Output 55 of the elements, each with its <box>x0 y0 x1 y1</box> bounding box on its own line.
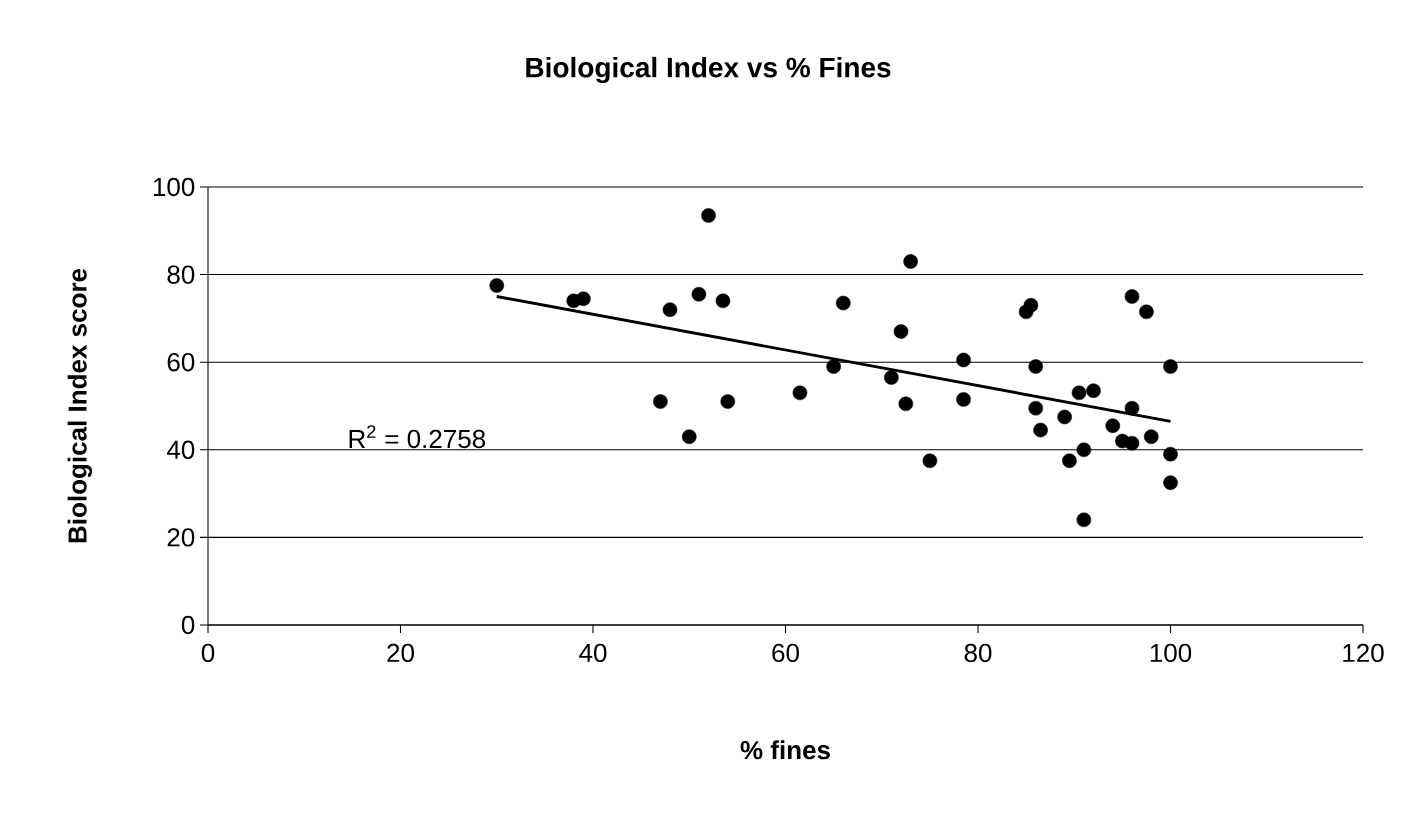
point <box>1062 453 1077 468</box>
point <box>1163 475 1178 490</box>
point <box>1143 429 1159 444</box>
point <box>792 385 808 401</box>
y-tick-label: 40 <box>166 440 195 459</box>
y-tick-label: 80 <box>167 265 195 284</box>
y-axis-title: Biological Index score <box>67 268 92 543</box>
x-tick-label: 60 <box>772 643 799 663</box>
point <box>715 293 731 309</box>
point <box>720 394 736 409</box>
y-tick-label: 20 <box>167 528 195 547</box>
point <box>1124 289 1140 304</box>
point <box>1028 359 1044 374</box>
y-tick-label: 100 <box>153 177 195 197</box>
point <box>489 278 505 293</box>
point <box>903 254 918 269</box>
x-tick-label: 0 <box>201 643 215 663</box>
point <box>662 302 678 317</box>
x-tick-label: 40 <box>579 643 607 663</box>
point <box>1071 385 1087 401</box>
point <box>1033 422 1048 438</box>
point <box>1163 359 1178 374</box>
point <box>653 394 668 409</box>
point <box>576 291 591 306</box>
point <box>1105 418 1121 433</box>
point <box>956 352 971 368</box>
point <box>1028 400 1044 416</box>
x-tick-label: 80 <box>964 643 992 663</box>
point <box>1124 435 1140 451</box>
x-tick-label: 120 <box>1343 643 1384 663</box>
y-tick-label: 60 <box>167 352 195 372</box>
x-axis-title: % fines <box>740 740 830 760</box>
point <box>826 359 841 374</box>
point <box>1057 409 1072 425</box>
annotation: R$^{2}$ = 0.2758 <box>349 425 486 449</box>
point <box>922 453 938 468</box>
point <box>884 370 899 385</box>
point <box>1124 400 1140 416</box>
point <box>1076 442 1092 458</box>
point <box>893 324 909 339</box>
point <box>691 287 707 302</box>
point <box>701 208 716 223</box>
point <box>898 396 914 412</box>
point <box>835 295 851 311</box>
x-tick-label: 100 <box>1150 643 1192 663</box>
point <box>1086 383 1101 398</box>
point <box>681 429 697 444</box>
point <box>1023 297 1039 313</box>
x-tick-label: 20 <box>387 643 414 663</box>
point <box>1076 512 1092 528</box>
point <box>956 392 971 407</box>
point <box>1139 304 1154 320</box>
y-tick-label: 0 <box>181 615 195 635</box>
chart-title: Biological Index vs % Fines <box>526 56 891 84</box>
point <box>1163 446 1178 462</box>
